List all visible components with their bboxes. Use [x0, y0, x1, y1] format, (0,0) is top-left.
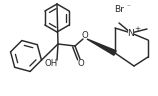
Text: OH: OH [44, 60, 58, 69]
Text: N: N [128, 29, 134, 38]
Polygon shape [87, 39, 116, 55]
Text: O: O [78, 60, 84, 69]
Text: O: O [82, 31, 88, 41]
Text: +: + [134, 26, 140, 32]
Text: ⁻: ⁻ [126, 4, 130, 10]
Text: Br: Br [114, 5, 124, 14]
